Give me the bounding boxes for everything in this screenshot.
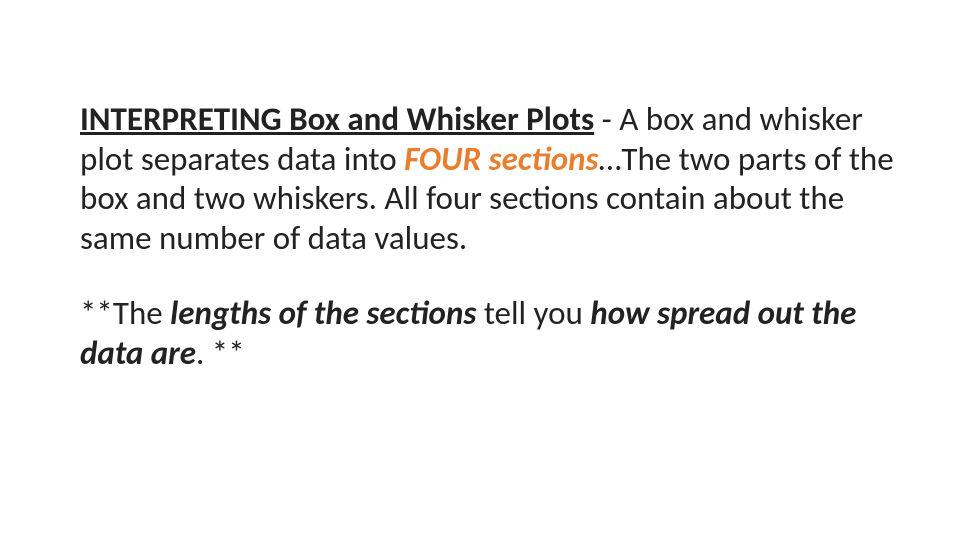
slide: INTERPRETING Box and Whisker Plots - A b… (0, 0, 960, 540)
paragraph-1: INTERPRETING Box and Whisker Plots - A b… (80, 100, 900, 258)
highlight-four-sections: FOUR sections (404, 139, 599, 179)
para2-seg1: **The (80, 293, 170, 333)
paragraph-2: **The lengths of the sections tell you h… (80, 294, 900, 373)
heading-text: INTERPRETING Box and Whisker Plots (80, 99, 594, 139)
para2-seg3: . ** (196, 333, 245, 373)
emphasis-lengths: lengths of the sections (170, 293, 476, 333)
para2-seg2: tell you (476, 293, 590, 333)
